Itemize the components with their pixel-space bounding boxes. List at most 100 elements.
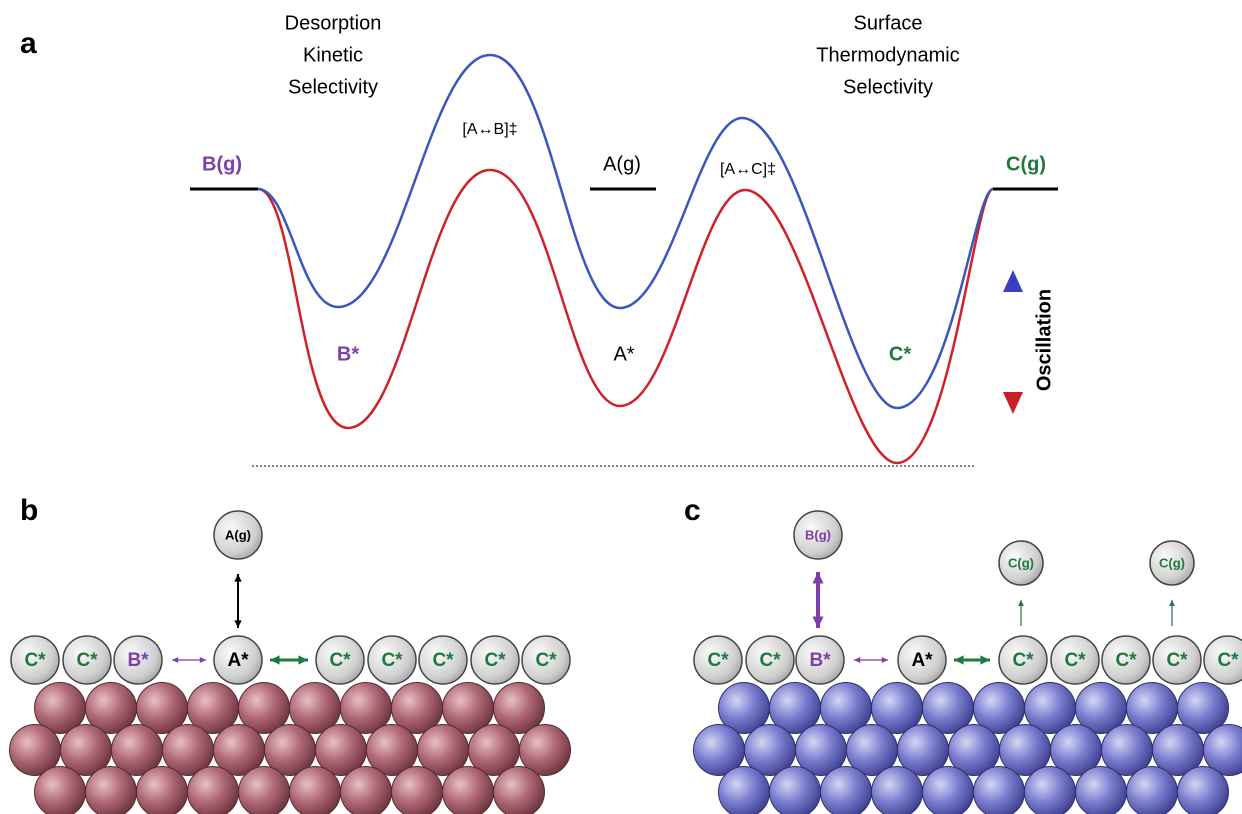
substrate-atom xyxy=(391,766,443,814)
heading-line: Surface xyxy=(854,12,923,34)
substrate-atom xyxy=(1177,682,1229,734)
arrow-head xyxy=(1003,392,1023,414)
arrow-head xyxy=(854,657,861,663)
adsorbate xyxy=(213,635,263,685)
substrate-atom xyxy=(493,766,545,814)
state-label: C* xyxy=(889,343,911,365)
substrate-atom xyxy=(136,766,188,814)
arrow-head xyxy=(270,655,280,665)
adsorbate-label: B* xyxy=(127,650,149,671)
adsorbate-label: A* xyxy=(227,650,249,671)
adsorbate xyxy=(693,635,743,685)
substrate-atom xyxy=(493,682,545,734)
gas-label: C(g) xyxy=(1008,555,1034,570)
substrate-atom xyxy=(85,766,137,814)
substrate-atom xyxy=(973,766,1025,814)
adsorbate xyxy=(315,635,365,685)
arrow-head xyxy=(234,620,242,628)
adsorbate xyxy=(10,635,60,685)
substrate-atom xyxy=(1075,766,1127,814)
substrate-atom xyxy=(1203,724,1242,776)
substrate-atom xyxy=(820,766,872,814)
adsorbate xyxy=(897,635,947,685)
oscillation-label: Oscillation xyxy=(1033,289,1055,391)
gas-label: B(g) xyxy=(805,527,831,542)
adsorbate-label: C* xyxy=(484,650,506,671)
substrate-atom xyxy=(519,724,571,776)
adsorbate xyxy=(1050,635,1100,685)
arrow-head xyxy=(234,574,242,582)
adsorbate-label: C* xyxy=(24,650,46,671)
arrow-head xyxy=(298,655,308,665)
energy-curve xyxy=(257,53,994,410)
adsorbate-label: B* xyxy=(809,650,831,671)
gas-molecule xyxy=(793,510,843,560)
gas-molecule xyxy=(998,540,1044,586)
adsorbate xyxy=(795,635,845,685)
adsorbate-label: C* xyxy=(1012,650,1034,671)
adsorbate-label: C* xyxy=(329,650,351,671)
adsorbate xyxy=(745,635,795,685)
substrate-atom xyxy=(718,766,770,814)
arrow-head xyxy=(172,657,179,663)
arrow-head xyxy=(881,657,888,663)
arrow-head xyxy=(980,655,990,665)
panel-label: c xyxy=(684,494,701,527)
state-label: [A↔B]‡ xyxy=(462,121,517,138)
arrow-head xyxy=(1003,270,1023,292)
adsorbate xyxy=(1203,635,1242,685)
adsorbate-label: C* xyxy=(381,650,403,671)
adsorbate-label: C* xyxy=(1166,650,1188,671)
adsorbate-label: C* xyxy=(707,650,729,671)
substrate-atom xyxy=(922,766,974,814)
adsorbate-label: A* xyxy=(911,650,933,671)
substrate-atom xyxy=(1024,766,1076,814)
adsorbate xyxy=(470,635,520,685)
substrate-atom xyxy=(289,766,341,814)
adsorbate xyxy=(367,635,417,685)
gas-molecule xyxy=(1149,540,1195,586)
adsorbate xyxy=(998,635,1048,685)
panel-label: b xyxy=(20,494,38,527)
adsorbate-label: C* xyxy=(76,650,98,671)
arrow-head xyxy=(1018,600,1024,606)
panel-label: a xyxy=(20,27,37,60)
adsorbate xyxy=(62,635,112,685)
heading-line: Selectivity xyxy=(843,76,933,98)
substrate-atom xyxy=(769,766,821,814)
adsorbate-label: C* xyxy=(1064,650,1086,671)
substrate-atom xyxy=(187,766,239,814)
gas-molecule xyxy=(213,510,263,560)
substrate-atom xyxy=(442,766,494,814)
state-label: C(g) xyxy=(1006,153,1046,175)
substrate-atom xyxy=(340,766,392,814)
arrow-head xyxy=(954,655,964,665)
adsorbate xyxy=(418,635,468,685)
adsorbate-label: C* xyxy=(1115,650,1137,671)
substrate-atom xyxy=(1177,766,1229,814)
gas-label: A(g) xyxy=(225,527,251,542)
adsorbate xyxy=(1101,635,1151,685)
state-label: B(g) xyxy=(202,153,242,175)
heading-line: Thermodynamic xyxy=(816,44,959,66)
gas-label: C(g) xyxy=(1159,555,1185,570)
heading-line: Selectivity xyxy=(288,76,378,98)
state-label: [A↔C]‡ xyxy=(720,161,776,178)
energy-curve xyxy=(257,168,994,465)
adsorbate-label: C* xyxy=(1217,650,1239,671)
substrate-atom xyxy=(34,766,86,814)
adsorbate-label: C* xyxy=(759,650,781,671)
adsorbate xyxy=(521,635,571,685)
arrow-head xyxy=(199,657,206,663)
state-label: A* xyxy=(613,343,634,365)
substrate-atom xyxy=(238,766,290,814)
arrow-head xyxy=(1169,600,1175,606)
state-label: A(g) xyxy=(603,153,641,175)
substrate-atom xyxy=(1126,766,1178,814)
adsorbate-label: C* xyxy=(535,650,557,671)
heading-line: Kinetic xyxy=(303,44,363,66)
state-label: B* xyxy=(337,343,359,365)
arrow-head xyxy=(812,572,824,584)
adsorbate-label: C* xyxy=(432,650,454,671)
